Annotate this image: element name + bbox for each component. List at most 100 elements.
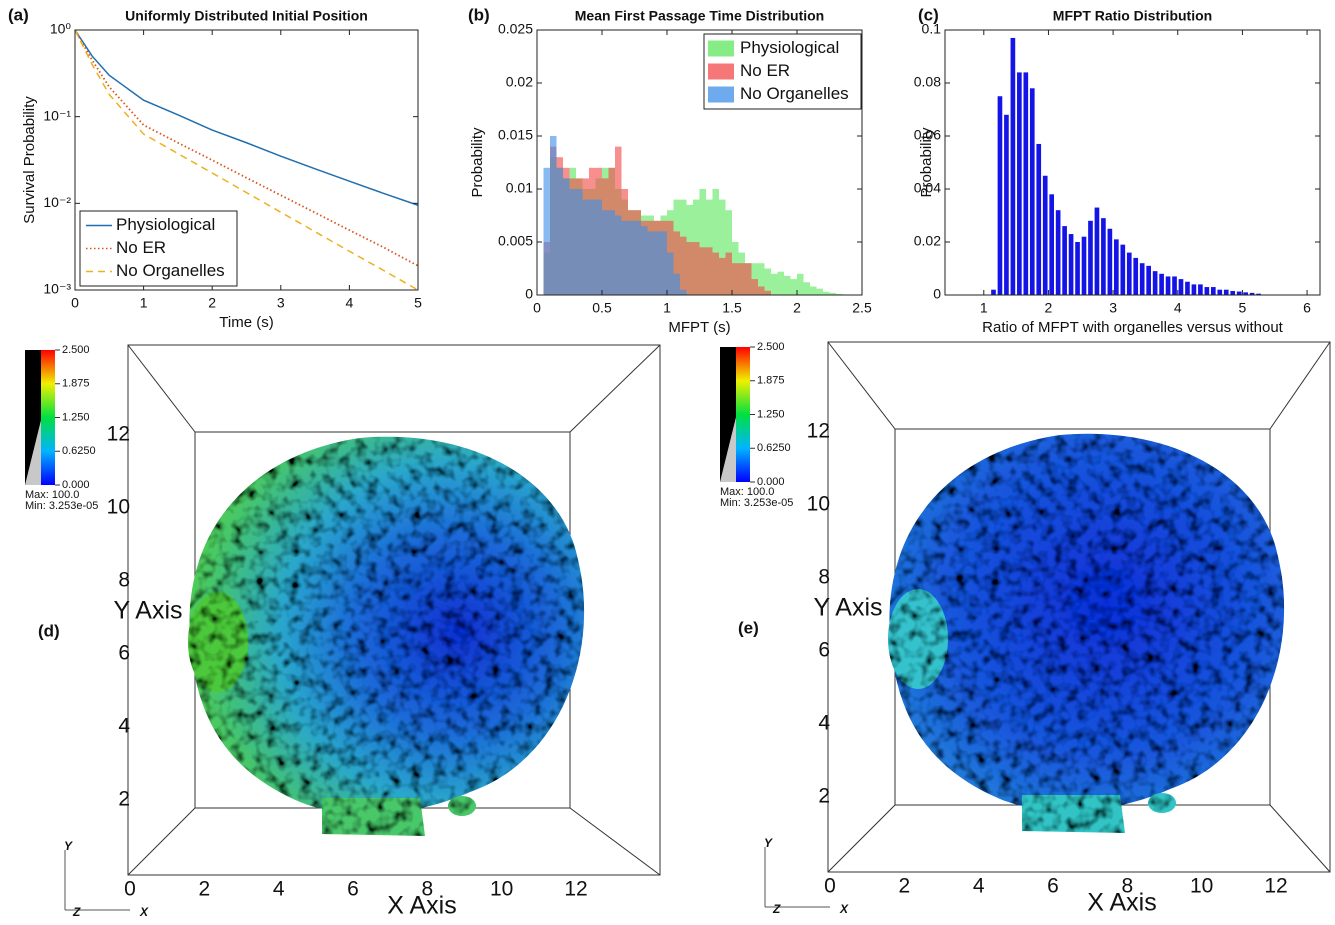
frame-edge bbox=[127, 344, 196, 433]
bar bbox=[1159, 273, 1164, 295]
bar bbox=[1243, 292, 1248, 295]
y-tick-label: 12 bbox=[807, 420, 830, 443]
bar bbox=[1042, 175, 1048, 295]
y-tick-label: 0.025 bbox=[498, 21, 533, 37]
bar bbox=[823, 291, 830, 295]
bar bbox=[1023, 72, 1029, 296]
y-tick-label: 4 bbox=[818, 712, 830, 735]
y-tick-label: 0.005 bbox=[498, 233, 533, 249]
y-tick-label: 0.01 bbox=[506, 180, 533, 196]
bar bbox=[1068, 234, 1074, 295]
y-tick-label: 2 bbox=[818, 785, 830, 808]
bar bbox=[680, 289, 687, 295]
bar bbox=[1249, 292, 1255, 295]
y-tick-label: 8 bbox=[118, 569, 130, 592]
bar bbox=[1049, 194, 1055, 295]
x-tick-label: 1 bbox=[980, 300, 988, 316]
frame-outer bbox=[827, 341, 1331, 873]
y-tick-label: 0.08 bbox=[914, 74, 941, 90]
bar bbox=[751, 279, 758, 295]
bar bbox=[569, 189, 576, 295]
panel-label: (d) bbox=[38, 621, 60, 640]
bar bbox=[719, 257, 726, 295]
bar bbox=[1094, 207, 1100, 295]
bar bbox=[1029, 88, 1035, 295]
bar bbox=[1101, 218, 1106, 295]
bar bbox=[732, 263, 739, 295]
x-tick-label: 4 bbox=[273, 878, 285, 901]
bar bbox=[1198, 284, 1203, 295]
plot-data bbox=[543, 136, 843, 295]
bar bbox=[758, 286, 765, 295]
bar bbox=[1191, 284, 1197, 295]
frame-edge bbox=[827, 804, 896, 873]
colorbar-min: Min: 3.253e-05 bbox=[25, 500, 98, 512]
bar bbox=[595, 199, 602, 295]
x-tick-label: 5 bbox=[1239, 300, 1247, 316]
bar bbox=[777, 271, 784, 295]
bar bbox=[1146, 265, 1151, 295]
colorbar-tick-label: 0.6250 bbox=[62, 445, 96, 457]
bar bbox=[1075, 242, 1080, 295]
cell-surface bbox=[888, 433, 1285, 833]
x-tick-label: 3 bbox=[277, 295, 285, 311]
triad-label: Y bbox=[64, 839, 73, 853]
plot-frame bbox=[536, 29, 863, 296]
x-axis-label: X Axis bbox=[1087, 889, 1156, 917]
y-tick-label: 10 bbox=[807, 493, 830, 516]
bar bbox=[719, 199, 726, 295]
bar bbox=[764, 290, 771, 295]
x-tick-label: 12 bbox=[564, 878, 587, 901]
y-axis-label: Survival Probability bbox=[21, 96, 38, 224]
render-panel: 0 2 4 6 8 10 12 2 4 6 8 10 12 X Axis Y Axis (d) 0.000 0.6… bbox=[25, 344, 661, 920]
colorbar-max: Max: 100.0 bbox=[720, 486, 774, 498]
plot-frame bbox=[944, 29, 1321, 296]
colorbar-tick-label: 1.250 bbox=[62, 411, 90, 423]
y-axis-label: Probability bbox=[918, 127, 935, 198]
y-tick-label: 0.1 bbox=[922, 21, 942, 37]
legend-label: No ER bbox=[116, 238, 166, 257]
colorbar-tick-label: 2.500 bbox=[757, 341, 785, 353]
y-tick-label: 0.04 bbox=[914, 180, 941, 196]
bar bbox=[764, 268, 771, 295]
x-tick-label: 6 bbox=[1047, 875, 1059, 898]
y-tick-label: 8 bbox=[818, 566, 830, 589]
x-tick-label: 6 bbox=[1303, 300, 1311, 316]
plot-frame bbox=[74, 29, 419, 291]
legend-label: No ER bbox=[740, 61, 790, 80]
x-tick-label: 5 bbox=[414, 295, 422, 311]
colorbar bbox=[736, 347, 750, 482]
bar bbox=[1036, 143, 1042, 295]
x-tick-label: 2 bbox=[793, 300, 801, 316]
bar bbox=[1055, 210, 1061, 295]
y-axis-label: Probability bbox=[469, 127, 486, 198]
cell-bump bbox=[448, 796, 476, 816]
bar bbox=[790, 279, 797, 295]
legend-label: Physiological bbox=[116, 215, 215, 234]
y-tick-label: 0.02 bbox=[506, 74, 533, 90]
bar bbox=[836, 293, 843, 295]
bar bbox=[1004, 114, 1009, 295]
bar bbox=[660, 231, 667, 295]
bar bbox=[628, 220, 635, 295]
bar bbox=[1081, 236, 1087, 295]
x-tick-label: 0 bbox=[824, 875, 836, 898]
x-tick-label: 10 bbox=[490, 878, 513, 901]
cell-bulge bbox=[188, 592, 248, 692]
bar bbox=[797, 273, 804, 295]
bar bbox=[667, 252, 674, 295]
bar bbox=[1223, 289, 1229, 295]
bar bbox=[1120, 244, 1126, 295]
bar bbox=[1010, 37, 1016, 295]
x-axis-label: Ratio of MFPT with organelles versus wit… bbox=[982, 319, 1284, 336]
x-tick-label: 2 bbox=[1045, 300, 1053, 316]
triad-label: Z bbox=[772, 902, 781, 916]
frame-edge bbox=[1269, 804, 1331, 873]
bar bbox=[738, 263, 745, 295]
bar bbox=[563, 178, 570, 295]
cell-bump bbox=[1148, 793, 1176, 813]
chart-title: Uniformly Distributed Initial Position bbox=[125, 8, 368, 24]
bar bbox=[1217, 289, 1223, 295]
colorbar bbox=[41, 350, 55, 485]
bar bbox=[550, 136, 557, 295]
